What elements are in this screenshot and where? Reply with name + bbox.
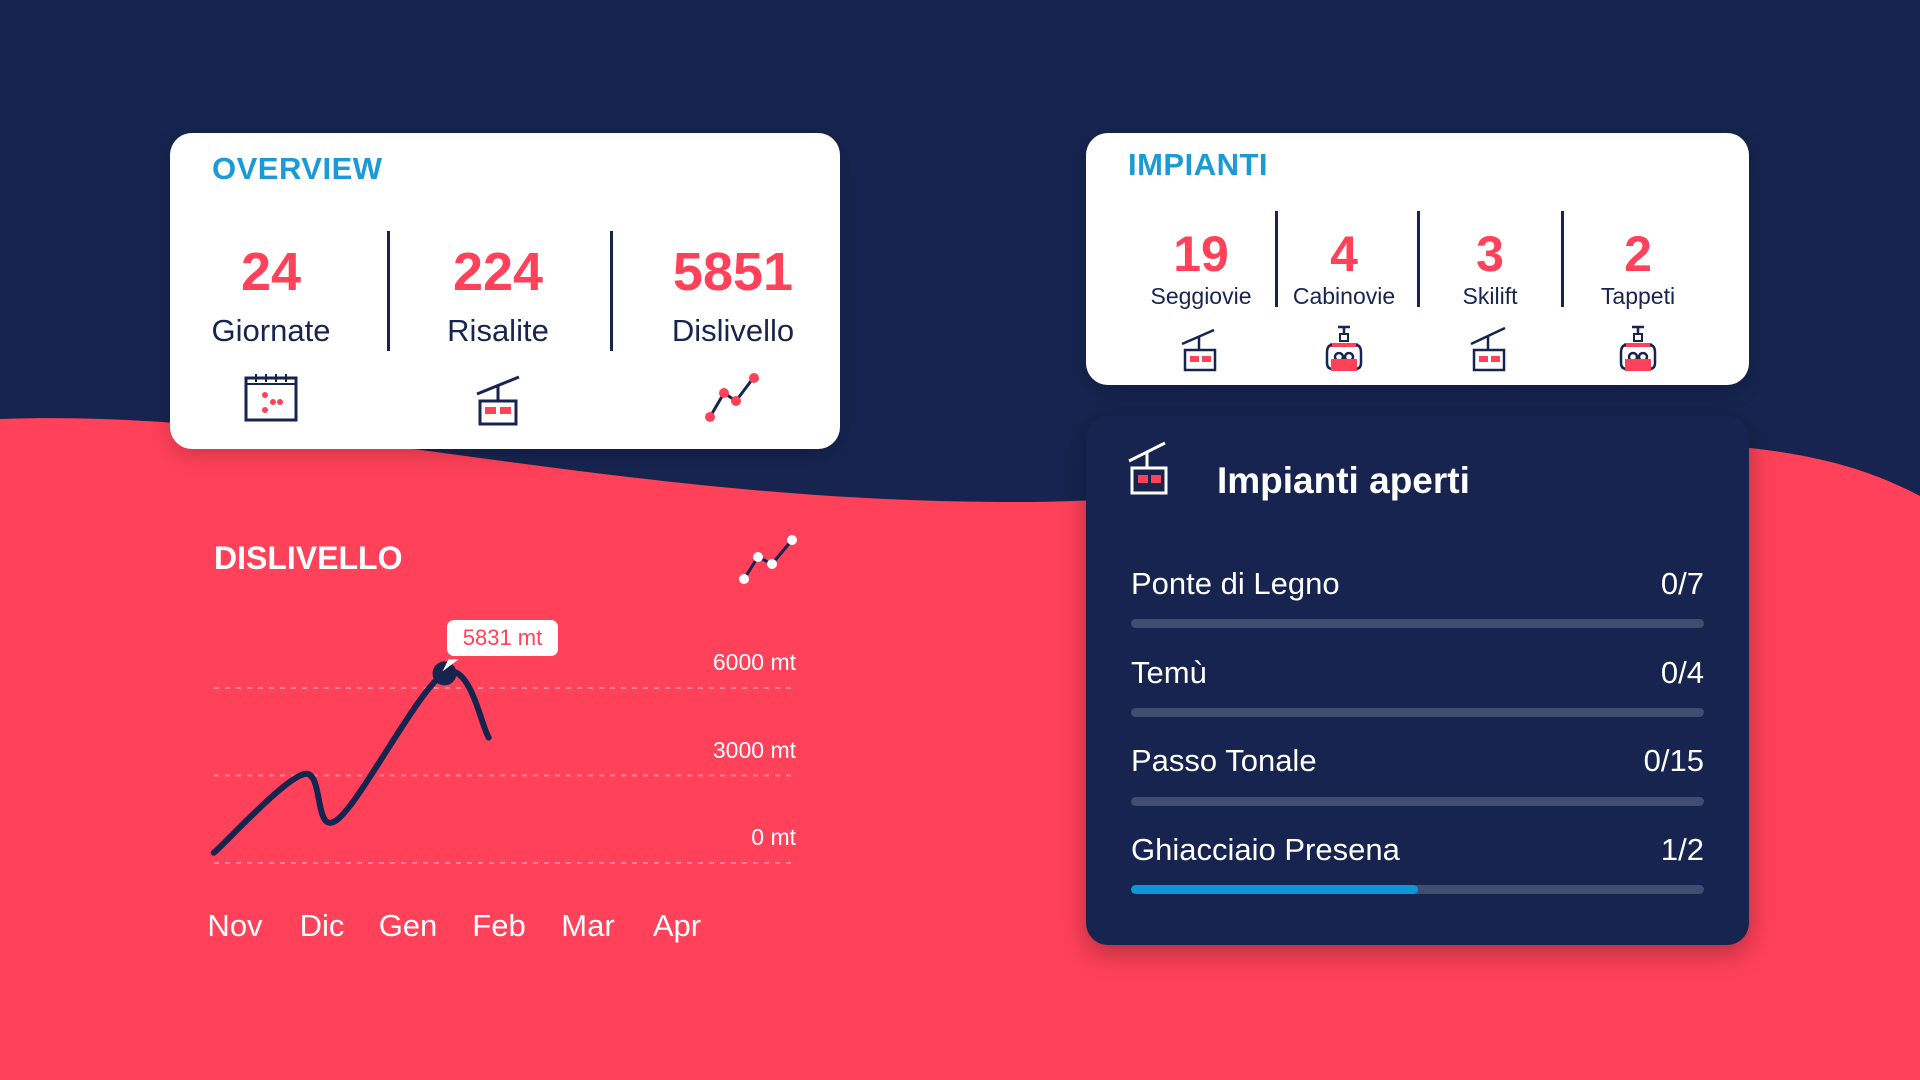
overview-title: OVERVIEW	[212, 151, 383, 186]
resort-name: Ghiacciaio Presena	[1131, 832, 1400, 867]
resort-name: Passo Tonale	[1131, 743, 1317, 778]
impianti-card: IMPIANTI 19 Seggiovie 4 Cabinovie 3 Skil…	[1086, 133, 1749, 385]
stat-label: Seggiovie	[1150, 283, 1252, 309]
x-tick-label: Nov	[207, 908, 263, 943]
impianti-title: IMPIANTI	[1128, 147, 1269, 182]
y-tick-label: 0 mt	[751, 824, 796, 850]
divider	[1561, 211, 1564, 307]
stat-value: 24	[240, 242, 302, 302]
stat-value: 3	[1476, 226, 1504, 282]
progress-bar	[1131, 885, 1704, 894]
divider	[1275, 211, 1278, 307]
overview-card: OVERVIEW 24 Giornate 224 Risalite 5851 D…	[170, 133, 840, 449]
open-lifts-card: Impianti aperti Ponte di Legno 0/7 Temù …	[1086, 416, 1749, 945]
x-tick-label: Gen	[378, 908, 438, 943]
line-chart-icon	[705, 373, 759, 422]
stat-label: Giornate	[211, 313, 331, 348]
open-lifts-title: Impianti aperti	[1217, 460, 1470, 501]
value-tooltip: 5831 mt	[447, 620, 558, 656]
highlight-point[interactable]	[432, 661, 457, 686]
progress-fill	[1131, 885, 1418, 894]
divider	[1417, 211, 1420, 307]
progress-bar	[1131, 619, 1704, 628]
stat-giornate: 24 Giornate	[212, 245, 331, 346]
x-tick-label: Feb	[472, 908, 526, 943]
stat-risalite: 224 Risalite	[447, 245, 549, 346]
divider	[387, 231, 390, 351]
chairlift-icon	[1181, 328, 1217, 372]
y-tick-label: 6000 mt	[712, 649, 796, 675]
x-tick-label: Mar	[561, 908, 615, 943]
stat-skilift: 3 Skilift	[1463, 229, 1518, 308]
cable-car-icon	[1128, 441, 1168, 495]
progress-bar	[1131, 797, 1704, 806]
stat-value: 4	[1330, 226, 1358, 282]
resort-count: 1/2	[1660, 832, 1704, 867]
stat-label: Cabinovie	[1292, 283, 1396, 309]
skilift-icon	[1470, 326, 1506, 372]
y-tick-label: 3000 mt	[712, 737, 796, 763]
stat-seggiovie: 19 Seggiovie	[1150, 229, 1251, 308]
resort-count: 0/7	[1660, 566, 1704, 601]
stat-label: Skilift	[1462, 283, 1518, 309]
stat-value: 224	[452, 242, 544, 302]
resort-name: Ponte di Legno	[1131, 566, 1340, 601]
stat-cabinovie: 4 Cabinovie	[1293, 229, 1395, 308]
series-line	[210, 668, 492, 856]
stat-label: Dislivello	[671, 313, 795, 348]
carpet-lift-icon	[1619, 325, 1657, 371]
cable-car-icon	[476, 375, 520, 426]
stat-value: 19	[1173, 226, 1229, 282]
calendar-icon	[244, 374, 298, 422]
resort-name: Temù	[1131, 655, 1207, 690]
stat-value: 2	[1624, 226, 1652, 282]
x-tick-label: Dic	[299, 908, 345, 943]
stat-tappeti: 2 Tappeti	[1601, 229, 1675, 308]
stat-label: Risalite	[447, 313, 549, 348]
divider	[610, 231, 613, 351]
stat-dislivello: 5851 Dislivello	[672, 245, 794, 346]
tooltip-pointer	[442, 659, 459, 672]
progress-bar	[1131, 708, 1704, 717]
gondola-icon	[1325, 325, 1363, 371]
line-chart-icon	[739, 535, 797, 584]
stat-label: Tappeti	[1600, 283, 1676, 309]
chart-title: DISLIVELLO	[214, 540, 403, 576]
stat-value: 5851	[672, 242, 794, 302]
x-tick-label: Apr	[652, 908, 702, 943]
resort-count: 0/4	[1660, 655, 1704, 690]
resort-count: 0/15	[1643, 743, 1704, 778]
